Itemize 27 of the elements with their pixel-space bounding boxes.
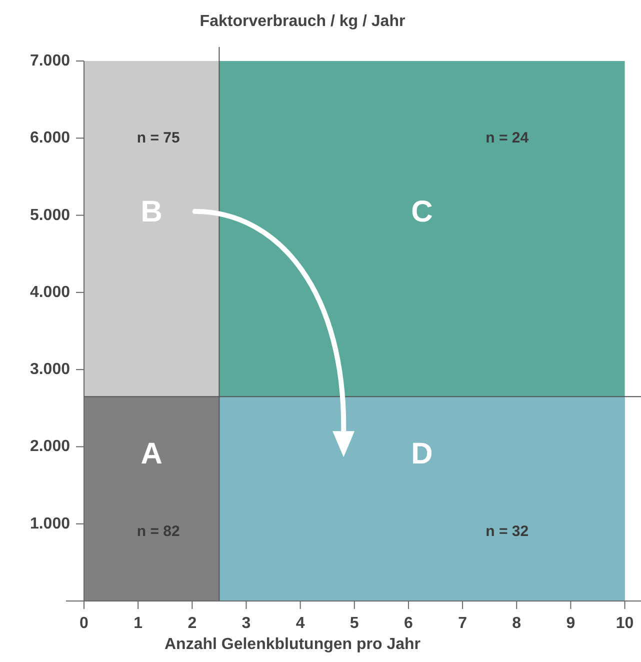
x-tick-label: 0 [80,615,89,632]
x-tick-label: 4 [296,615,305,632]
x-tick-label: 7 [458,615,468,632]
y-tick-label: 1.000 [30,515,70,532]
y-tick-label: 2.000 [30,438,70,456]
series-label: D [411,437,433,470]
x-tick-label: 9 [566,615,576,632]
y-tick-label: 3.000 [30,361,70,378]
x-tick-label: 5 [350,615,359,632]
y-tick-label: 4.000 [30,284,70,301]
series-label: A [140,437,162,470]
x-tick-label: 8 [512,615,522,632]
x-tick-label: 6 [404,615,414,632]
x-axis-title: Anzahl Gelenkblutungen pro Jahr [164,636,421,653]
x-tick-label: 10 [616,615,634,632]
annotation: n = 24 [486,130,530,147]
series-label: C [411,196,433,229]
annotation: n = 75 [136,130,180,147]
y-tick-label: 7.000 [30,52,70,70]
x-tick-label: 2 [188,615,197,632]
chart-title: Faktorverbrauch / kg / Jahr [200,13,406,30]
y-tick-label: 5.000 [30,206,70,224]
x-tick-label: 3 [242,615,251,632]
annotation: n = 82 [136,522,180,540]
y-tick-label: 6.000 [30,130,70,147]
annotation: n = 32 [486,522,529,540]
x-tick-label: 1 [134,615,143,632]
